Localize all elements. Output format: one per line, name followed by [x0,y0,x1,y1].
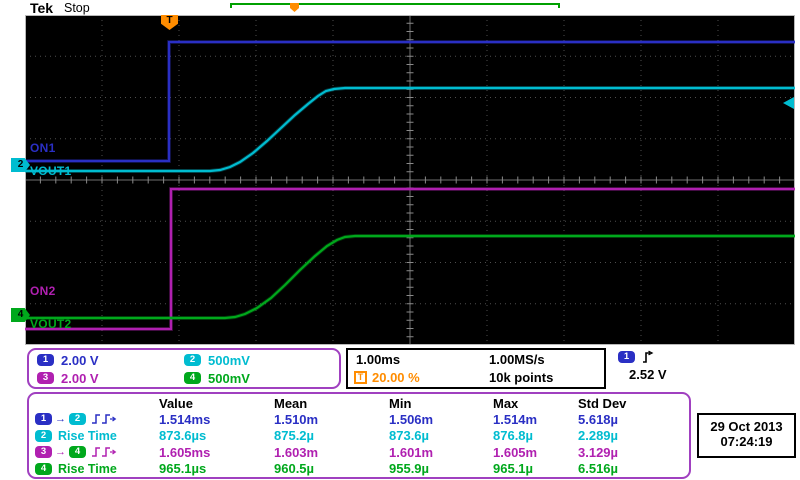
measurement-label: 4 Rise Time [29,462,151,476]
timebase-readout: 1.00ms [356,352,401,367]
date-readout: 29 Oct 2013 [710,419,783,434]
meas-value: 1.510m [274,411,319,427]
meas-value: 1.603m [274,444,319,460]
meas-col-header: Max [493,395,519,411]
delay-arrow-icon: → [55,413,66,426]
ch2-scale-readout: 2 500mV [184,351,331,369]
meas-value: 955.9µ [389,461,430,477]
ch2-scale-value: 500mV [208,352,250,368]
channel-scale-readouts: 1 2.00 V 2 500mV 3 2.00 V 4 500mV [27,348,341,389]
ch3-trace-label: ON2 [30,284,56,298]
trace-ch4 [25,234,795,320]
measurement-name: Rise Time [58,428,117,443]
measurement-row: 3 → 4 1.605ms 1.603m 1.601m 1.605m 3.129µ [29,444,689,461]
record-view-bar [230,3,560,8]
record-trigger-marker-icon [290,3,299,12]
ch3-badge: 3 [37,372,54,384]
ch3-badge: 3 [35,446,52,459]
measurement-name: Rise Time [58,461,117,476]
trigger-position-value: 20.00 % [372,370,420,385]
meas-value: 5.618µ [578,411,619,427]
measurement-label: 2 Rise Time [29,429,151,443]
ch3-scale-value: 2.00 V [61,370,99,386]
ch1-trace-label: ON1 [30,141,56,155]
meas-value: 1.506m [389,411,434,427]
trigger-source-row: 1 [618,350,713,364]
trigger-position-marker-icon: T [161,15,178,30]
measurement-row: 4 Rise Time 965.1µs 960.5µ 955.9µ 965.1µ 6.516… [29,461,689,478]
trace-ch2 [25,86,795,173]
meas-value: 1.605ms [159,444,211,460]
delay-measurement-icon [92,447,117,457]
ch4-badge: 4 [184,372,201,384]
ch4-badge: 4 [35,462,52,475]
delay-measurement-icon [92,414,117,424]
meas-value: 2.289µ [578,428,619,444]
meas-value: 1.605m [493,444,538,460]
trigger-level-readout: 2.52 V [629,367,667,382]
measurement-header-row: Value Mean Min Max Std Dev [29,395,689,411]
sample-rate-readout: 1.00MS/s [489,352,545,367]
delay-arrow-icon: → [55,446,66,459]
waveform-display-area: T ON1 VOUT1 ON2 VOUT2 [25,15,795,345]
measurement-row: 1 → 2 1.514ms 1.510m 1.506m 1.514m 5.618µ [29,411,689,428]
ch4-position-marker-icon: 4 [11,308,30,322]
meas-col-header: Mean [274,395,308,411]
channel-scale-grid: 1 2.00 V 2 500mV 3 2.00 V 4 500mV [29,350,339,388]
measurement-label: 3 → 4 [29,446,151,459]
ch2-badge: 2 [69,413,86,426]
ch1-scale-readout: 1 2.00 V [37,351,184,369]
time-readout: 07:24:19 [720,434,773,449]
record-view [230,2,560,13]
ch4-scale-readout: 4 500mV [184,369,331,387]
trigger-readout: 1 2.52 V [618,350,713,382]
record-length-readout: 10k points [489,370,554,385]
measurement-row: 2 Rise Time 873.6µs 875.2µ 873.6µ 876.8µ 2.289… [29,428,689,445]
meas-col-header: Value [159,395,193,411]
trace-ch1 [25,40,795,163]
meas-value: 965.1µ [493,461,534,477]
meas-value: 876.8µ [493,428,534,444]
ch1-badge: 1 [37,354,54,366]
meas-value: 6.516µ [578,461,619,477]
meas-value: 1.514ms [159,411,211,427]
ch2-position-marker-icon: 2 [11,158,30,172]
right-edge-arrow-icon [783,97,794,109]
ch4-badge: 4 [69,446,86,459]
trigger-source-badge: 1 [618,351,635,363]
rising-slope-icon [641,350,654,364]
meas-value: 873.6µs [159,428,207,444]
meas-value: 1.601m [389,444,434,460]
trace-ch3 [25,187,795,331]
meas-value: 960.5µ [274,461,315,477]
tek-logo: Tek [30,0,54,16]
ch1-scale-value: 2.00 V [61,352,99,368]
meas-value: 873.6µ [389,428,430,444]
ch4-scale-value: 500mV [208,370,250,386]
ch2-trace-label: VOUT1 [30,164,72,178]
waveform-plot [25,15,795,345]
measurement-rows: 1 → 2 1.514ms 1.510m 1.506m 1.514m 5.618µ 2 Rise… [29,411,689,477]
meas-value: 965.1µs [159,461,207,477]
acquisition-status: Stop [64,1,90,15]
top-status-bar: Tek Stop [0,0,800,16]
ch2-badge: 2 [35,429,52,442]
trigger-position-readout: T 20.00 % [354,370,420,385]
horizontal-readouts: 1.00ms T 20.00 % 1.00MS/s 10k points [346,348,606,389]
meas-col-header: Min [389,395,412,411]
ch4-trace-label: VOUT2 [30,317,72,331]
meas-value: 1.514m [493,411,538,427]
meas-value: 875.2µ [274,428,315,444]
ch2-badge: 2 [184,354,201,366]
ch3-scale-readout: 3 2.00 V [37,369,184,387]
meas-value: 3.129µ [578,444,619,460]
ch1-badge: 1 [35,413,52,426]
datetime-box: 29 Oct 2013 07:24:19 [697,413,796,458]
measurement-table: Value Mean Min Max Std Dev 1 → 2 1.514ms 1.510m… [27,392,691,479]
measurement-label: 1 → 2 [29,413,151,426]
meas-col-header: Std Dev [578,395,627,411]
trigger-t-icon: T [354,371,367,384]
